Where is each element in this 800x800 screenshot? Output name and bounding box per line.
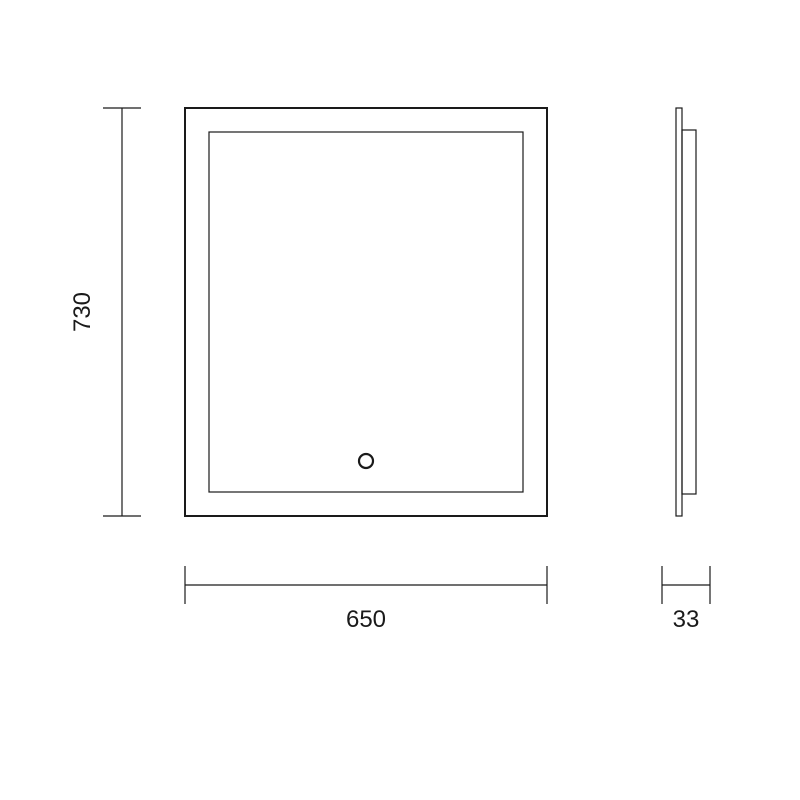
depth-label: 33 [673, 606, 700, 633]
front-inner-rect [209, 132, 523, 492]
side-body-rect [682, 130, 696, 494]
touch-sensor-icon [359, 454, 373, 468]
side-plate-rect [676, 108, 682, 516]
height-label: 730 [69, 292, 96, 332]
dimension-drawing: 730 650 33 [0, 0, 800, 800]
width-label: 650 [346, 606, 386, 633]
